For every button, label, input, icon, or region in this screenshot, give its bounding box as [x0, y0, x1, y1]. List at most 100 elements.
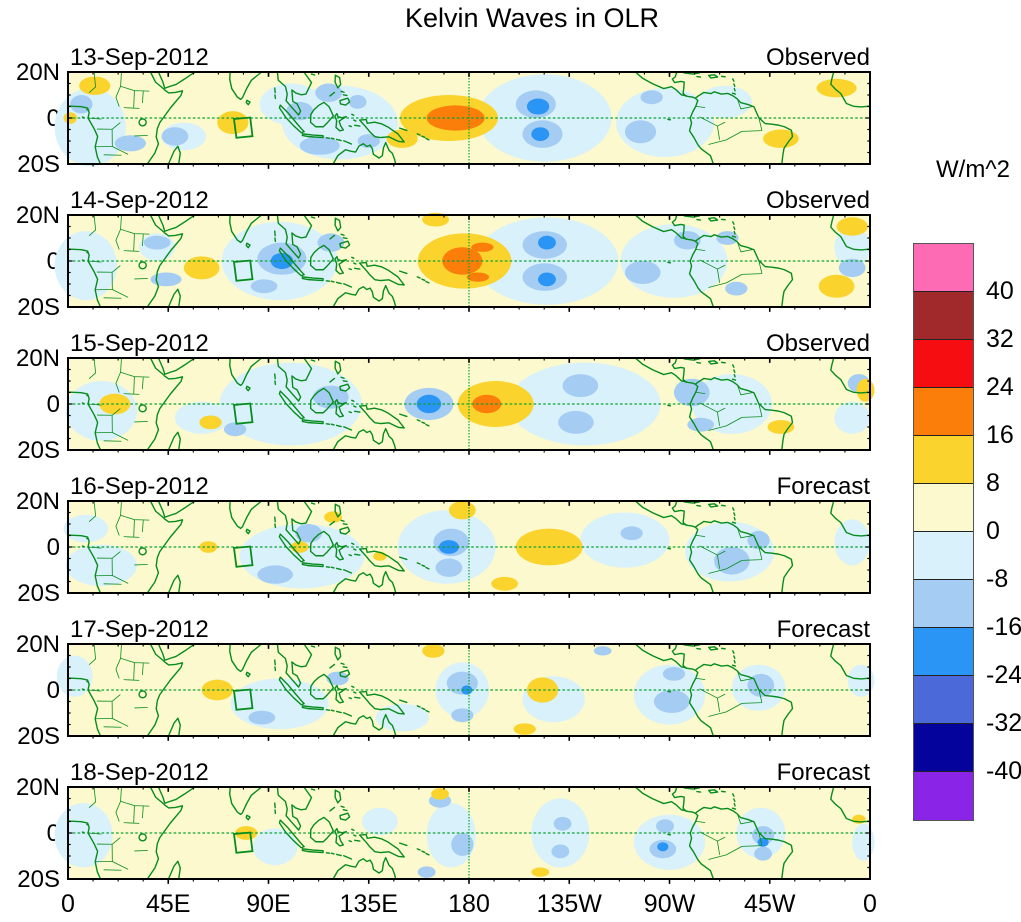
panel-date-label: 17-Sep-2012: [70, 616, 209, 643]
y-axis-tick-label: 0: [46, 534, 60, 561]
map-panel: [68, 358, 875, 450]
anomaly-blob: [422, 212, 449, 227]
panel-type-label: Forecast: [776, 473, 870, 500]
anomaly-blob: [491, 576, 519, 591]
colorbar-tick-label: -16: [986, 613, 1021, 641]
y-axis-tick-label: 20S: [17, 866, 60, 893]
colorbar-tick-label: 32: [986, 325, 1014, 353]
anomaly-blob: [223, 422, 247, 437]
anomaly-blob: [716, 231, 739, 245]
anomaly-blob: [471, 242, 494, 252]
anomaly-blob: [562, 374, 599, 398]
anomaly-blob: [448, 501, 476, 520]
anomaly-blob: [295, 524, 322, 543]
anomaly-blob: [252, 828, 298, 866]
anomaly-blob: [143, 235, 171, 250]
anomaly-blob: [375, 703, 429, 732]
anomaly-blob: [79, 76, 111, 95]
panel-type-label: Forecast: [776, 616, 870, 643]
anomaly-blob: [199, 415, 222, 430]
panel-date-label: 18-Sep-2012: [70, 759, 209, 786]
colorbar-tick-label: 24: [986, 373, 1014, 401]
colorbar-tick-label: -8: [986, 565, 1009, 593]
anomaly-blob: [56, 655, 93, 697]
colorbar-cell: [914, 532, 973, 580]
anomaly-blob: [217, 111, 249, 135]
colorbar-tick-label: -40: [986, 757, 1021, 785]
anomaly-blob: [326, 671, 349, 686]
anomaly-blob: [551, 844, 570, 859]
anomaly-blob: [230, 678, 329, 730]
anomaly-blob: [531, 798, 590, 868]
colorbar-tick-label: 0: [986, 517, 1000, 545]
anomaly-blob: [673, 231, 701, 250]
panel-date-label: 15-Sep-2012: [70, 330, 209, 357]
anomaly-blob: [435, 558, 463, 577]
y-axis-tick-label: 0: [46, 248, 60, 275]
panel-type-label: Observed: [765, 330, 870, 357]
anomaly-blob: [553, 816, 572, 831]
anomaly-blob: [834, 226, 870, 268]
colorbar-tick-label: -24: [986, 661, 1021, 689]
y-axis-tick-label: 20S: [17, 151, 60, 178]
anomaly-blob: [348, 95, 367, 109]
map-frame: [68, 787, 870, 879]
anomaly-blob: [248, 710, 276, 725]
anomaly-blob: [426, 105, 485, 131]
y-axis-tick-label: 0: [46, 391, 60, 418]
anomaly-blob: [315, 83, 343, 102]
colorbar-tick-label: 16: [986, 421, 1014, 449]
anomaly-blob: [538, 272, 556, 287]
anomaly-blob: [257, 565, 294, 584]
panel-type-label: Observed: [765, 44, 870, 71]
y-axis-tick-label: 20N: [15, 202, 60, 229]
x-axis-tick-label: 0: [61, 890, 75, 918]
x-axis-tick-label: 180: [448, 890, 490, 918]
anomaly-blob: [183, 256, 220, 280]
anomaly-blob: [847, 664, 875, 697]
anomaly-blob: [362, 807, 398, 836]
map-frame: [68, 501, 870, 593]
anomaly-blob: [657, 842, 669, 852]
anomaly-blob: [640, 90, 663, 105]
map-panel: [56, 644, 875, 736]
anomaly-blob: [558, 410, 594, 434]
y-axis-tick-label: 0: [46, 820, 60, 847]
y-axis-tick-label: 20N: [15, 631, 60, 658]
x-axis-tick-label: 90W: [643, 890, 696, 918]
colorbar-tick-label: -32: [986, 709, 1021, 737]
anomaly-blob: [63, 514, 109, 543]
y-axis-tick-label: 20S: [17, 723, 60, 750]
x-axis-tick-label: 45W: [744, 890, 796, 918]
y-axis-tick-label: 20N: [15, 774, 60, 801]
map-frame: [68, 644, 870, 736]
anomaly-blob: [299, 136, 340, 155]
colorbar-cell: [914, 724, 973, 772]
anomaly-blob: [422, 644, 445, 658]
y-axis-tick-label: 20N: [15, 345, 60, 372]
anomaly-blob: [270, 252, 294, 270]
anomaly-blob: [620, 526, 643, 541]
colorbar-cell: [914, 580, 973, 628]
panel-date-label: 13-Sep-2012: [70, 44, 209, 71]
anomaly-blob: [99, 393, 131, 415]
anomaly-blob: [698, 85, 752, 118]
anomaly-blob: [834, 401, 870, 434]
anomaly-blob: [754, 846, 772, 861]
anomaly-blob: [451, 833, 474, 856]
map-panel: [54, 212, 870, 307]
colorbar-cell: [914, 340, 973, 388]
anomaly-blob: [653, 690, 690, 713]
x-axis-tick-label: 90E: [246, 890, 291, 918]
map-panel: [63, 501, 870, 593]
anomaly-blob: [580, 512, 670, 568]
anomaly-blob: [451, 708, 474, 723]
anomaly-blob: [673, 378, 710, 407]
anomaly-blob: [656, 819, 674, 833]
colorbar-cell: [914, 772, 973, 820]
anomaly-blob: [818, 274, 855, 298]
map-panel: [54, 72, 870, 164]
x-axis-tick-label: 135E: [339, 890, 398, 918]
colorbar-cell: [914, 484, 973, 532]
